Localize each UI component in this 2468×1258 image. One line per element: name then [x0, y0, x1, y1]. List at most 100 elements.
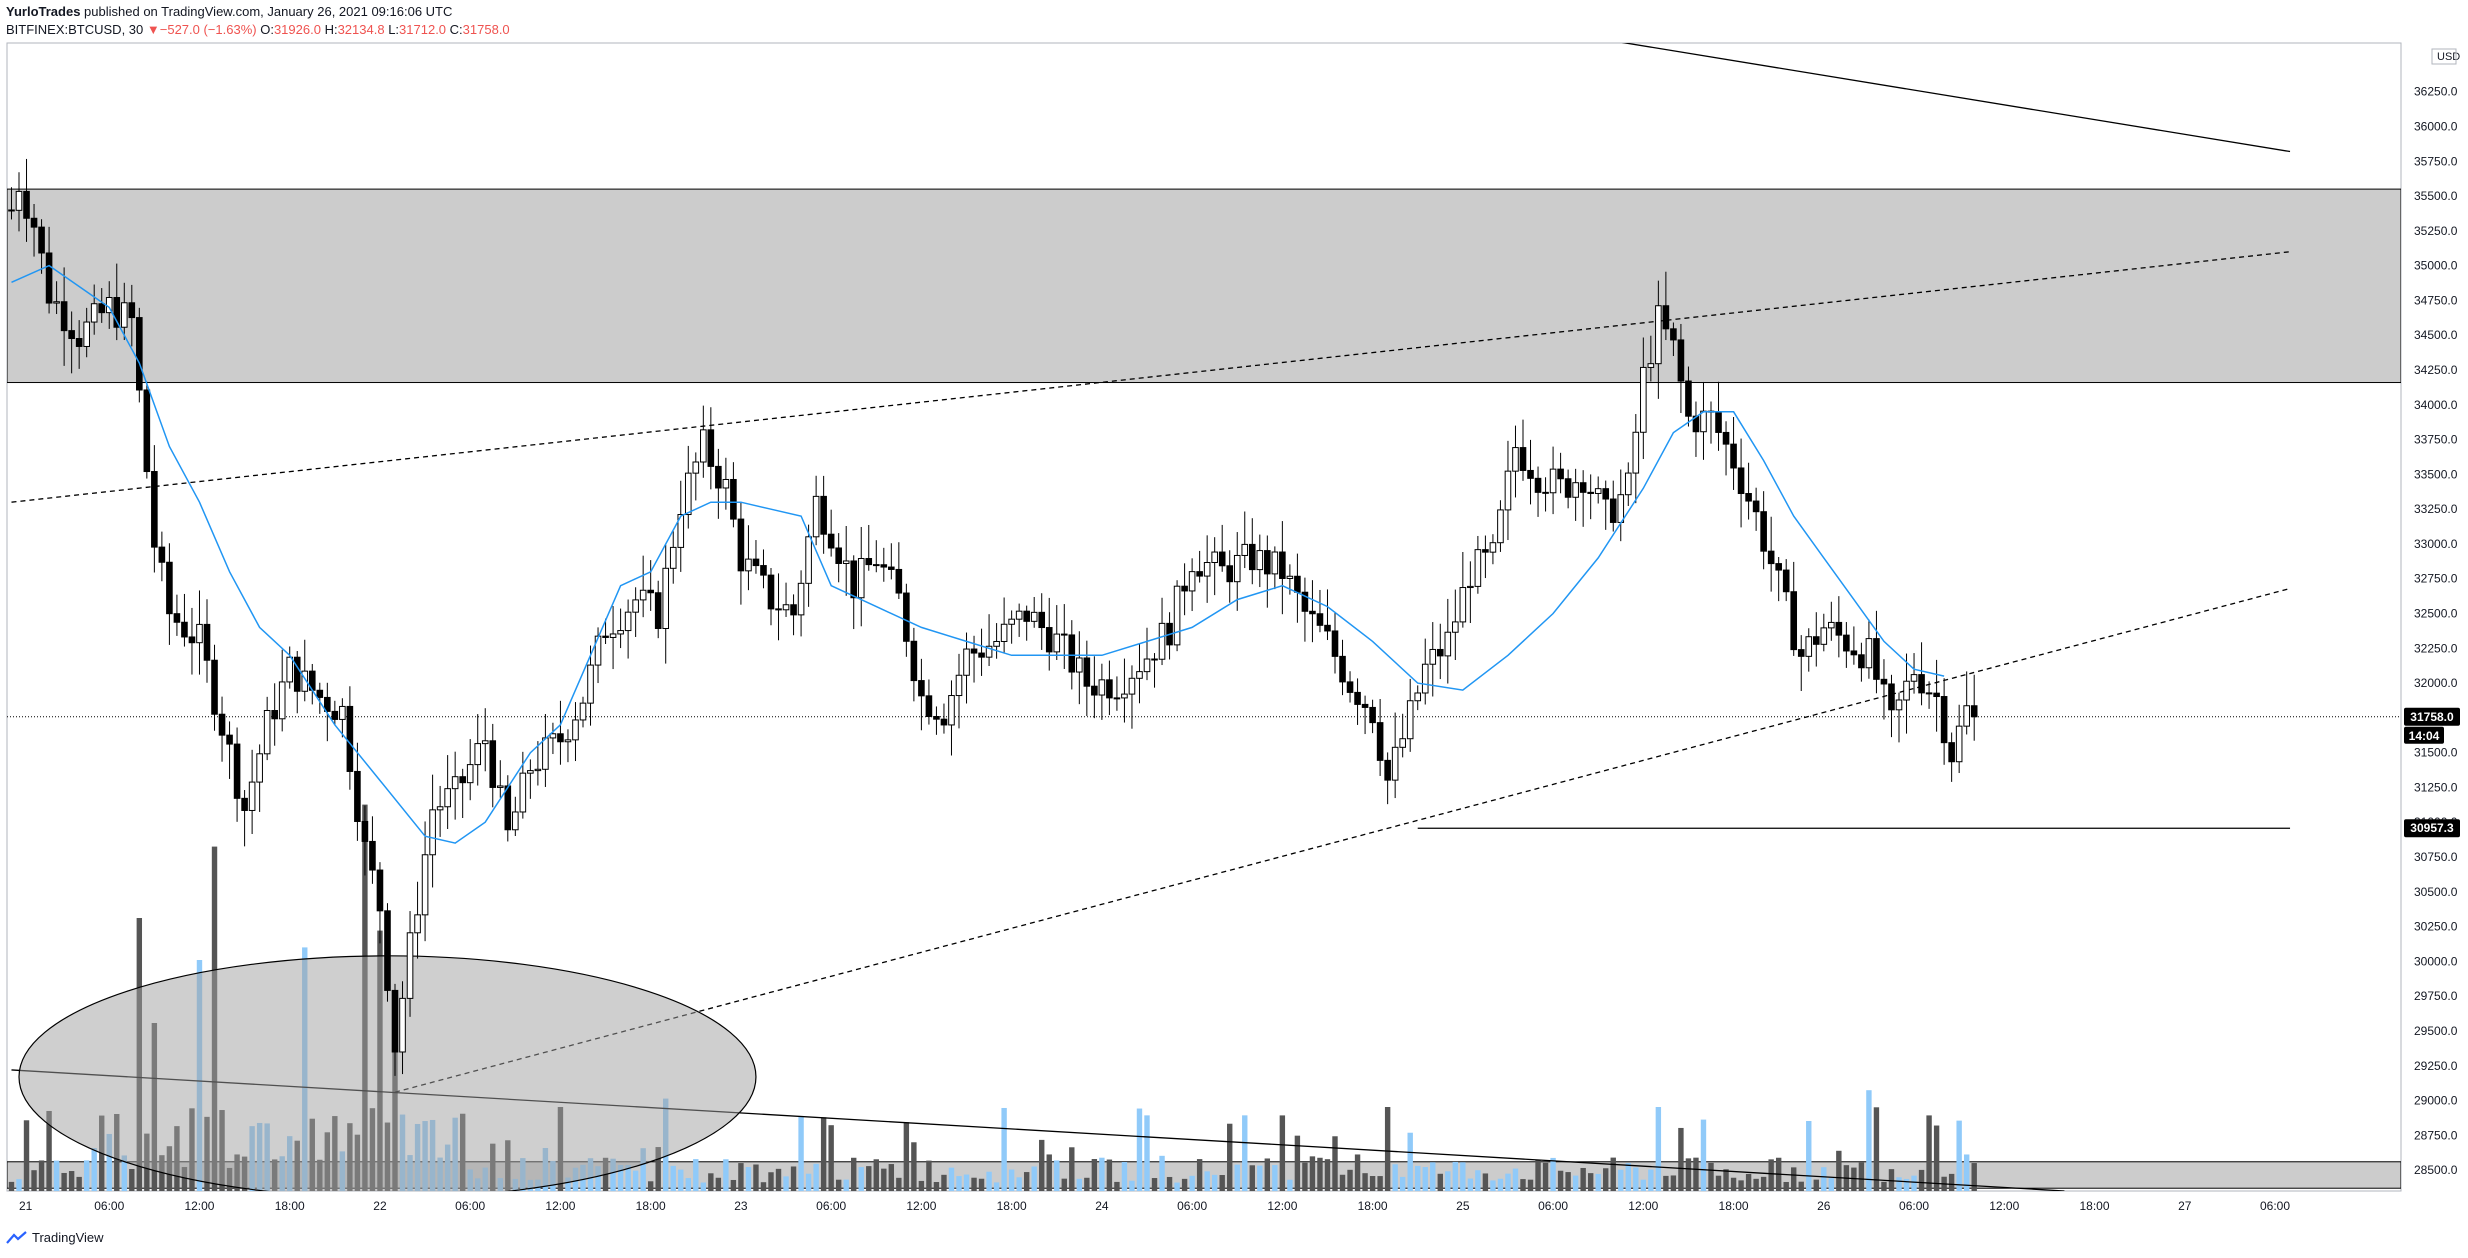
candle-body[interactable]	[481, 740, 489, 745]
candle-body[interactable]	[827, 533, 835, 549]
candle-body[interactable]	[1376, 722, 1384, 761]
candle-body[interactable]	[1188, 571, 1196, 592]
candle-body[interactable]	[1820, 627, 1828, 645]
candle-body[interactable]	[143, 389, 151, 473]
candle-body[interactable]	[684, 472, 692, 516]
candle-body[interactable]	[1700, 410, 1707, 433]
candle-body[interactable]	[301, 670, 309, 692]
candle-body[interactable]	[888, 566, 895, 570]
candle-body[interactable]	[83, 321, 90, 347]
candle-body[interactable]	[1948, 742, 1955, 763]
candle-body[interactable]	[1203, 562, 1211, 577]
candle-body[interactable]	[534, 768, 542, 772]
candle-body[interactable]	[752, 558, 760, 567]
candle-body[interactable]	[1940, 696, 1948, 744]
candle-body[interactable]	[1722, 431, 1730, 445]
candle-body[interactable]	[760, 565, 767, 576]
candle-body[interactable]	[1918, 674, 1925, 694]
candle-body[interactable]	[68, 330, 75, 340]
candle-body[interactable]	[1647, 363, 1655, 368]
candle-body[interactable]	[278, 681, 286, 720]
candle-body[interactable]	[1880, 678, 1888, 685]
candle-body[interactable]	[504, 785, 512, 831]
candle-body[interactable]	[1301, 591, 1309, 612]
candle-body[interactable]	[339, 705, 346, 720]
candle-body[interactable]	[1271, 551, 1279, 575]
candle-body[interactable]	[45, 252, 53, 304]
candle-body[interactable]	[30, 217, 38, 228]
candle-body[interactable]	[602, 635, 609, 638]
candle-body[interactable]	[1752, 500, 1760, 513]
candle-body[interactable]	[181, 621, 188, 638]
candle-body[interactable]	[1218, 551, 1226, 567]
candle-body[interactable]	[1331, 630, 1339, 657]
candle-body[interactable]	[1384, 759, 1391, 781]
author-name[interactable]: YurloTrades	[6, 4, 81, 19]
candle-body[interactable]	[715, 465, 722, 489]
candle-body[interactable]	[1121, 693, 1128, 699]
candle-body[interactable]	[1760, 511, 1767, 552]
candle-body[interactable]	[1181, 585, 1188, 592]
candle-body[interactable]	[316, 689, 324, 698]
candle-body[interactable]	[263, 710, 271, 755]
candle-body[interactable]	[722, 478, 730, 489]
candle-body[interactable]	[489, 740, 497, 788]
support-level-tag[interactable]	[2404, 819, 2460, 838]
candle-body[interactable]	[572, 719, 579, 741]
candle-body[interactable]	[1925, 692, 1933, 695]
candle-body[interactable]	[850, 560, 858, 599]
candle-body[interactable]	[985, 645, 993, 658]
candle-body[interactable]	[60, 301, 68, 332]
candle-body[interactable]	[549, 733, 557, 739]
candle-body[interactable]	[1624, 472, 1632, 496]
candle-body[interactable]	[1279, 551, 1286, 579]
candle-body[interactable]	[1812, 636, 1820, 645]
candle-body[interactable]	[1655, 305, 1662, 365]
candle-body[interactable]	[1196, 571, 1203, 577]
candle-body[interactable]	[1467, 585, 1474, 589]
candle-body[interactable]	[1256, 550, 1264, 571]
candle-body[interactable]	[767, 574, 775, 610]
candle-body[interactable]	[406, 932, 414, 999]
candle-body[interactable]	[1557, 468, 1564, 480]
candle-body[interactable]	[158, 546, 166, 563]
candle-body[interactable]	[1436, 648, 1444, 657]
upper-resistance-line[interactable]	[1327, 0, 2291, 153]
candle-body[interactable]	[865, 558, 873, 566]
candle-body[interactable]	[812, 495, 820, 538]
candle-body[interactable]	[1008, 618, 1015, 625]
candle-body[interactable]	[23, 190, 30, 219]
lower-channel-line[interactable]	[394, 587, 2291, 1093]
candle-body[interactable]	[594, 635, 602, 666]
candle-body[interactable]	[707, 429, 715, 467]
candle-body[interactable]	[128, 302, 136, 319]
candle-body[interactable]	[1429, 648, 1437, 665]
candle-body[interactable]	[669, 546, 677, 569]
candle-body[interactable]	[1226, 565, 1234, 583]
candle-body[interactable]	[542, 737, 549, 770]
candle-body[interactable]	[1091, 685, 1098, 696]
candle-body[interactable]	[1497, 509, 1504, 544]
candle-body[interactable]	[1354, 691, 1361, 705]
candle-body[interactable]	[1767, 550, 1775, 565]
candle-body[interactable]	[1504, 470, 1512, 511]
candle-body[interactable]	[519, 772, 527, 813]
candle-body[interactable]	[1963, 705, 1970, 727]
candle-body[interactable]	[271, 710, 278, 720]
candle-body[interactable]	[1474, 549, 1482, 587]
candle-body[interactable]	[587, 664, 594, 704]
candle-body[interactable]	[903, 592, 910, 642]
candle-body[interactable]	[173, 613, 181, 623]
candle-body[interactable]	[1903, 680, 1910, 701]
candle-body[interactable]	[654, 592, 662, 629]
candle-body[interactable]	[692, 461, 700, 474]
candle-body[interactable]	[1843, 634, 1850, 652]
candle-body[interactable]	[1895, 699, 1903, 711]
candle-body[interactable]	[1790, 591, 1798, 651]
candle-body[interactable]	[918, 680, 925, 697]
candle-body[interactable]	[1294, 575, 1301, 593]
candle-body[interactable]	[978, 652, 985, 658]
candle-body[interactable]	[1715, 411, 1722, 433]
candle-body[interactable]	[1414, 692, 1422, 702]
candle-body[interactable]	[1023, 610, 1030, 622]
